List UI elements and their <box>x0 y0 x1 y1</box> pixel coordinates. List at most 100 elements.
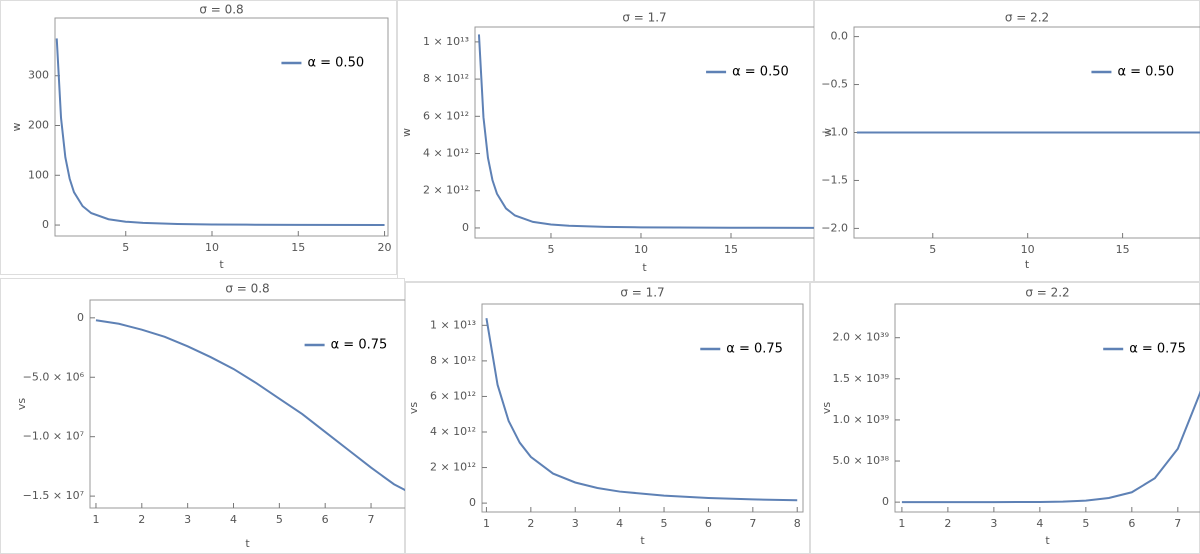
x-tick-label: 3 <box>572 517 579 530</box>
panel-border <box>814 0 1200 282</box>
legend-label: α = 0.75 <box>726 342 783 357</box>
x-tick-label: 15 <box>724 243 738 256</box>
plot-frame <box>54 17 389 237</box>
y-tick-label: −0.5 <box>821 78 848 91</box>
chart-panel: σ = 1.7 t vs 1 2 3 4 5 6 7 8 0 2 × 10¹² 4 × 10¹² 6 × 1… <box>405 282 810 554</box>
y-tick-label: 1.0 × 10³⁹ <box>832 413 889 426</box>
x-tick-label: 5 <box>1082 517 1089 530</box>
y-tick-label: 8 × 10¹² <box>430 354 476 367</box>
y-tick-label: 0.0 <box>831 30 849 43</box>
x-tick-label: 7 <box>1174 517 1181 530</box>
legend-label: α = 0.75 <box>331 338 388 353</box>
plot-frame <box>481 303 804 513</box>
x-tick-label: 4 <box>1036 517 1043 530</box>
x-tick-label: 15 <box>1116 243 1130 256</box>
y-axis-label: w <box>821 128 834 137</box>
y-tick-label: 0 <box>77 311 84 324</box>
y-tick-label: 6 × 10¹² <box>423 109 469 122</box>
x-tick-label: 3 <box>184 513 191 526</box>
x-tick-label: 2 <box>944 517 951 530</box>
plot-frame <box>474 26 814 239</box>
chart-title: σ = 0.8 <box>199 3 243 17</box>
x-axis-label: t <box>1045 534 1050 547</box>
y-axis-label: vs <box>15 398 28 411</box>
x-tick-label: 7 <box>368 513 375 526</box>
data-line <box>55 38 385 226</box>
y-tick-label: 2.0 × 10³⁹ <box>832 331 889 344</box>
x-tick-label: 10 <box>1021 243 1035 256</box>
x-tick-label: 5 <box>547 243 554 256</box>
y-tick-label: 1 × 10¹³ <box>430 318 476 331</box>
x-tick-label: 4 <box>230 513 237 526</box>
y-tick-label: 6 × 10¹² <box>430 389 476 402</box>
y-axis-label: w <box>400 128 413 137</box>
y-tick-label: 0 <box>882 495 889 508</box>
x-tick-label: 10 <box>205 241 219 254</box>
x-axis-label: t <box>642 261 647 274</box>
x-tick-label: 8 <box>794 517 801 530</box>
chart-title: σ = 0.8 <box>225 282 269 296</box>
y-tick-label: 4 × 10¹² <box>423 147 469 160</box>
legend-label: α = 0.50 <box>307 56 364 71</box>
x-tick-label: 1 <box>898 517 905 530</box>
x-tick-label: 4 <box>616 517 623 530</box>
y-axis-label: w <box>10 123 23 132</box>
x-tick-label: 2 <box>138 513 145 526</box>
y-tick-label: 0 <box>462 221 469 234</box>
chart-panel: σ = 2.2 t vs 1 2 3 4 5 6 7 0 5.0 × 10³⁸ 1.0 × 10³⁹ 1.… <box>810 282 1200 554</box>
chart-title: σ = 2.2 <box>1005 11 1049 25</box>
chart-title: σ = 1.7 <box>620 286 664 300</box>
x-axis-label: t <box>640 534 645 547</box>
y-tick-label: 1.5 × 10³⁹ <box>832 372 889 385</box>
panel-border <box>397 0 814 282</box>
x-tick-label: 7 <box>749 517 756 530</box>
x-axis-label: t <box>245 537 250 550</box>
legend-label: α = 0.50 <box>732 65 789 80</box>
x-tick-label: 10 <box>634 243 648 256</box>
x-tick-label: 6 <box>322 513 329 526</box>
legend-label: α = 0.50 <box>1117 65 1174 80</box>
x-axis-label: t <box>1025 258 1030 271</box>
panel-border <box>0 0 397 275</box>
x-tick-label: 6 <box>705 517 712 530</box>
chart-title: σ = 1.7 <box>622 11 666 25</box>
x-tick-label: 1 <box>483 517 490 530</box>
y-tick-label: 200 <box>28 119 49 132</box>
chart-panel: σ = 2.2tw51015200.0−0.5−1.0−1.5−2.0α = 0… <box>814 0 1200 282</box>
x-tick-label: 2 <box>527 517 534 530</box>
data-line <box>477 34 814 229</box>
y-tick-label: −1.5 × 10⁷ <box>23 489 84 502</box>
y-tick-label: −1.5 <box>821 173 848 186</box>
y-tick-label: −5.0 × 10⁶ <box>23 370 85 383</box>
x-tick-label: 6 <box>1128 517 1135 530</box>
data-line <box>95 319 405 492</box>
x-tick-label: 3 <box>990 517 997 530</box>
y-tick-label: 8 × 10¹² <box>423 72 469 85</box>
y-tick-label: −2.0 <box>821 221 848 234</box>
y-tick-label: 4 × 10¹² <box>430 425 476 438</box>
x-tick-label: 1 <box>92 513 99 526</box>
x-tick-label: 5 <box>661 517 668 530</box>
y-tick-label: 0 <box>469 496 476 509</box>
y-tick-label: 5.0 × 10³⁸ <box>832 454 889 467</box>
y-tick-label: 2 × 10¹² <box>430 461 476 474</box>
y-tick-label: 1 × 10¹³ <box>423 35 469 48</box>
x-axis-label: t <box>219 258 224 271</box>
panel-border <box>0 278 405 554</box>
x-tick-label: 5 <box>276 513 283 526</box>
y-tick-label: 100 <box>28 168 49 181</box>
chart-panel: σ = 0.8 t vs 1 2 3 4 5 6 7 0 −5.0 × 10⁶ −1.0 × 10⁷ −1… <box>0 278 405 554</box>
y-tick-label: 300 <box>28 69 49 82</box>
y-axis-label: vs <box>407 402 420 415</box>
legend-label: α = 0.75 <box>1129 342 1186 357</box>
x-tick-label: 15 <box>291 241 305 254</box>
y-axis-label: vs <box>820 402 833 415</box>
x-tick-label: 20 <box>378 241 392 254</box>
data-line <box>485 318 798 502</box>
y-tick-label: 0 <box>42 218 49 231</box>
data-line <box>901 390 1200 504</box>
chart-title: σ = 2.2 <box>1025 286 1069 300</box>
plot-frame <box>894 303 1200 513</box>
